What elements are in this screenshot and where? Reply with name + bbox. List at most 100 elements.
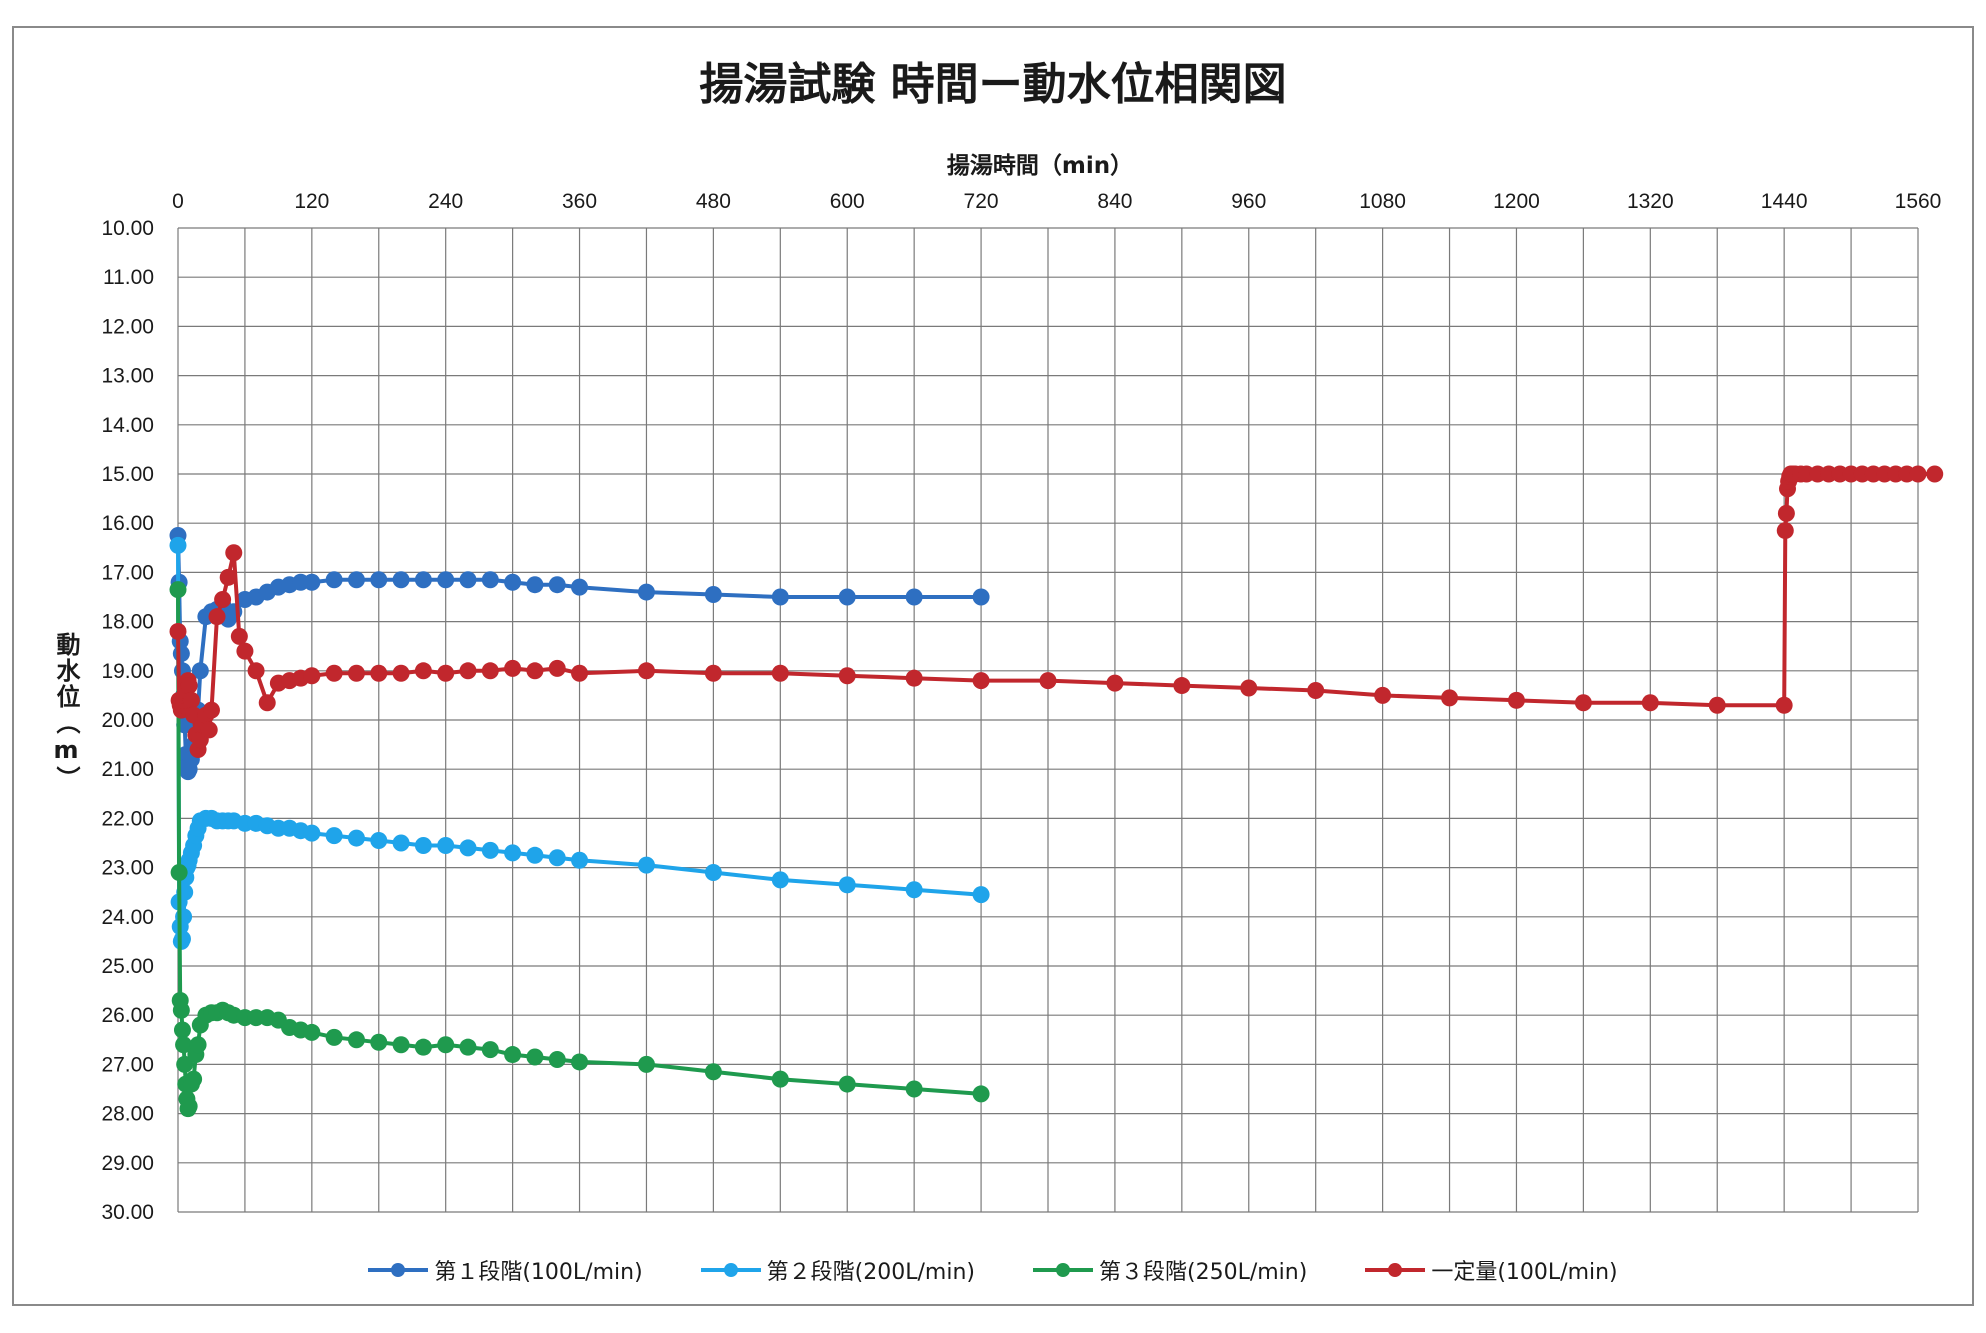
- x-tick-label: 120: [294, 190, 329, 213]
- legend-item: 第１段階(100L/min): [368, 1254, 643, 1286]
- data-point: [414, 1038, 432, 1056]
- data-point: [185, 1070, 203, 1088]
- data-point: [247, 662, 265, 680]
- x-tick-label: 840: [1097, 190, 1132, 213]
- legend-label: 第３段階(250L/min): [1099, 1260, 1308, 1285]
- data-point: [169, 622, 187, 640]
- data-point: [169, 581, 187, 599]
- data-point: [481, 1041, 499, 1059]
- y-tick-label: 29.00: [101, 1152, 154, 1175]
- y-tick-label: 30.00: [101, 1201, 154, 1224]
- y-axis-label: 動水位（m）: [52, 632, 80, 792]
- data-point: [571, 578, 589, 596]
- data-point: [838, 588, 856, 606]
- y-tick-label: 10.00: [101, 217, 154, 240]
- y-tick-label: 22.00: [101, 807, 154, 830]
- data-point: [905, 588, 923, 606]
- x-tick-label: 240: [428, 190, 463, 213]
- data-point: [370, 832, 388, 850]
- data-point: [1776, 522, 1794, 540]
- legend-marker: [1056, 1263, 1070, 1277]
- data-point: [459, 571, 477, 589]
- data-point: [637, 856, 655, 874]
- data-point: [1106, 674, 1124, 692]
- y-tick-label: 11.00: [103, 266, 154, 289]
- data-point: [303, 573, 321, 591]
- data-point: [225, 544, 243, 562]
- legend: 第１段階(100L/min) 第２段階(200L/min) 第３段階(250L/mi…: [0, 1250, 1986, 1290]
- data-point: [1775, 696, 1793, 714]
- legend-swatch: [1033, 1263, 1093, 1277]
- data-point: [771, 1070, 789, 1088]
- legend-item: 第２段階(200L/min): [700, 1254, 975, 1286]
- x-tick-labels: 0 120 240 360 480 600 720 840 960 1080 1200 1320 144…: [172, 190, 1941, 213]
- data-point: [704, 1063, 722, 1081]
- legend-swatch: [700, 1263, 761, 1277]
- x-tick-label: 1320: [1627, 190, 1674, 213]
- chart-frame: [12, 26, 1974, 1306]
- data-point: [637, 583, 655, 601]
- data-point: [905, 1080, 923, 1098]
- y-tick-label: 13.00: [101, 365, 154, 388]
- data-point: [176, 1055, 194, 1073]
- y-tick-label: 15.00: [101, 463, 154, 486]
- data-point: [347, 829, 365, 847]
- data-point: [208, 608, 226, 626]
- data-point: [481, 662, 499, 680]
- data-point: [504, 844, 522, 862]
- x-tick-label: 0: [172, 190, 184, 213]
- data-point: [392, 664, 410, 682]
- y-tick-label: 24.00: [101, 906, 154, 929]
- data-point: [180, 1097, 198, 1115]
- data-point: [169, 536, 187, 554]
- grid-lines: [177, 227, 1919, 1213]
- x-tick-label: 960: [1231, 190, 1266, 213]
- data-point: [392, 571, 410, 589]
- data-point: [504, 573, 522, 591]
- data-point: [414, 571, 432, 589]
- data-point: [1574, 694, 1592, 712]
- legend-label: 第２段階(200L/min): [766, 1260, 975, 1285]
- data-point: [347, 1031, 365, 1049]
- data-point: [1641, 694, 1659, 712]
- data-point: [370, 664, 388, 682]
- data-point: [526, 576, 544, 594]
- data-point: [548, 1050, 566, 1068]
- data-point: [437, 1036, 455, 1054]
- data-point: [1909, 465, 1927, 483]
- data-point: [548, 659, 566, 677]
- data-point: [972, 588, 990, 606]
- y-tick-label: 23.00: [101, 857, 154, 880]
- legend-swatch: [368, 1263, 429, 1277]
- series-line: [176, 472, 1935, 752]
- data-point: [202, 701, 220, 719]
- data-point: [481, 571, 499, 589]
- data-point: [370, 1033, 388, 1051]
- legend-label: 一定量(100L/min): [1431, 1260, 1618, 1285]
- data-point: [637, 1055, 655, 1073]
- y-tick-label: 18.00: [101, 611, 154, 634]
- data-point: [437, 571, 455, 589]
- data-point: [704, 664, 722, 682]
- data-point: [1708, 696, 1726, 714]
- legend-marker: [1388, 1263, 1403, 1277]
- data-point: [905, 881, 923, 899]
- data-point: [771, 588, 789, 606]
- x-tick-label: 1080: [1359, 190, 1406, 213]
- data-point: [236, 642, 254, 660]
- y-tick-label: 12.00: [101, 315, 154, 338]
- data-point: [838, 1075, 856, 1093]
- data-point: [905, 669, 923, 687]
- data-point: [838, 667, 856, 685]
- data-point: [972, 1085, 990, 1103]
- data-point: [172, 645, 190, 663]
- y-tick-label: 14.00: [101, 414, 154, 437]
- data-point: [392, 834, 410, 852]
- data-point: [1240, 679, 1258, 697]
- data-point: [1926, 465, 1944, 483]
- data-point: [303, 1023, 321, 1041]
- data-point: [200, 721, 218, 739]
- data-point: [170, 864, 188, 882]
- x-tick-label: 1560: [1895, 190, 1942, 213]
- y-tick-label: 19.00: [101, 660, 154, 683]
